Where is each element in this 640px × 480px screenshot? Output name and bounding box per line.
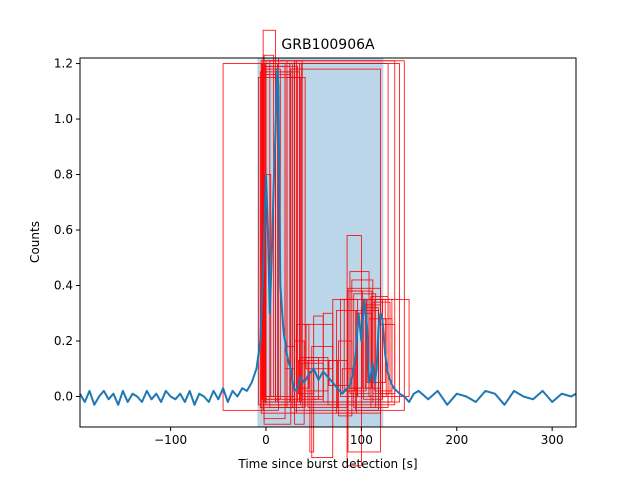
rectangle-annotations xyxy=(222,29,410,467)
annotation-box xyxy=(289,63,400,403)
annotation-box xyxy=(257,77,301,406)
y-axis-ticks: 0.0 0.2 0.4 0.6 0.8 1.0 1.2 xyxy=(54,57,80,403)
annotation-box xyxy=(296,323,310,389)
y-tick-label: 0.2 xyxy=(54,334,73,348)
annotation-box xyxy=(353,293,377,408)
x-tick-label: −100 xyxy=(154,433,187,447)
annotation-box xyxy=(307,360,338,408)
series-line-path xyxy=(79,68,577,406)
annotation-box xyxy=(347,287,381,453)
y-tick-label: 1.0 xyxy=(54,112,73,126)
annotation-box xyxy=(343,298,367,392)
annotation-box xyxy=(269,60,303,408)
series-line xyxy=(79,68,577,406)
y-axis-label: Counts xyxy=(28,221,42,263)
x-tick-label: 0 xyxy=(262,433,270,447)
y-tick-label: 0.0 xyxy=(54,389,73,403)
x-axis-label: Time since burst detection [s] xyxy=(237,457,417,471)
x-axis-ticks: −100 0 100 200 300 xyxy=(154,427,564,447)
y-tick-label: 0.4 xyxy=(54,279,73,293)
annotation-box xyxy=(370,296,389,408)
y-tick-label: 1.2 xyxy=(54,57,73,71)
annotation-box xyxy=(378,318,393,403)
annotation-box xyxy=(381,298,410,397)
axes-frame xyxy=(79,57,577,428)
chart-title: GRB100906A xyxy=(281,37,375,53)
x-tick-label: 300 xyxy=(541,433,564,447)
annotation-box xyxy=(286,77,306,408)
x-tick-label: 100 xyxy=(350,433,373,447)
y-tick-label: 0.8 xyxy=(54,168,73,182)
x-tick-label: 200 xyxy=(445,433,468,447)
annotation-box xyxy=(336,310,358,414)
annotation-box xyxy=(346,235,362,467)
annotation-box xyxy=(349,290,373,389)
y-tick-label: 0.6 xyxy=(54,223,73,237)
annotation-box xyxy=(290,68,381,414)
annotation-box xyxy=(294,60,405,411)
